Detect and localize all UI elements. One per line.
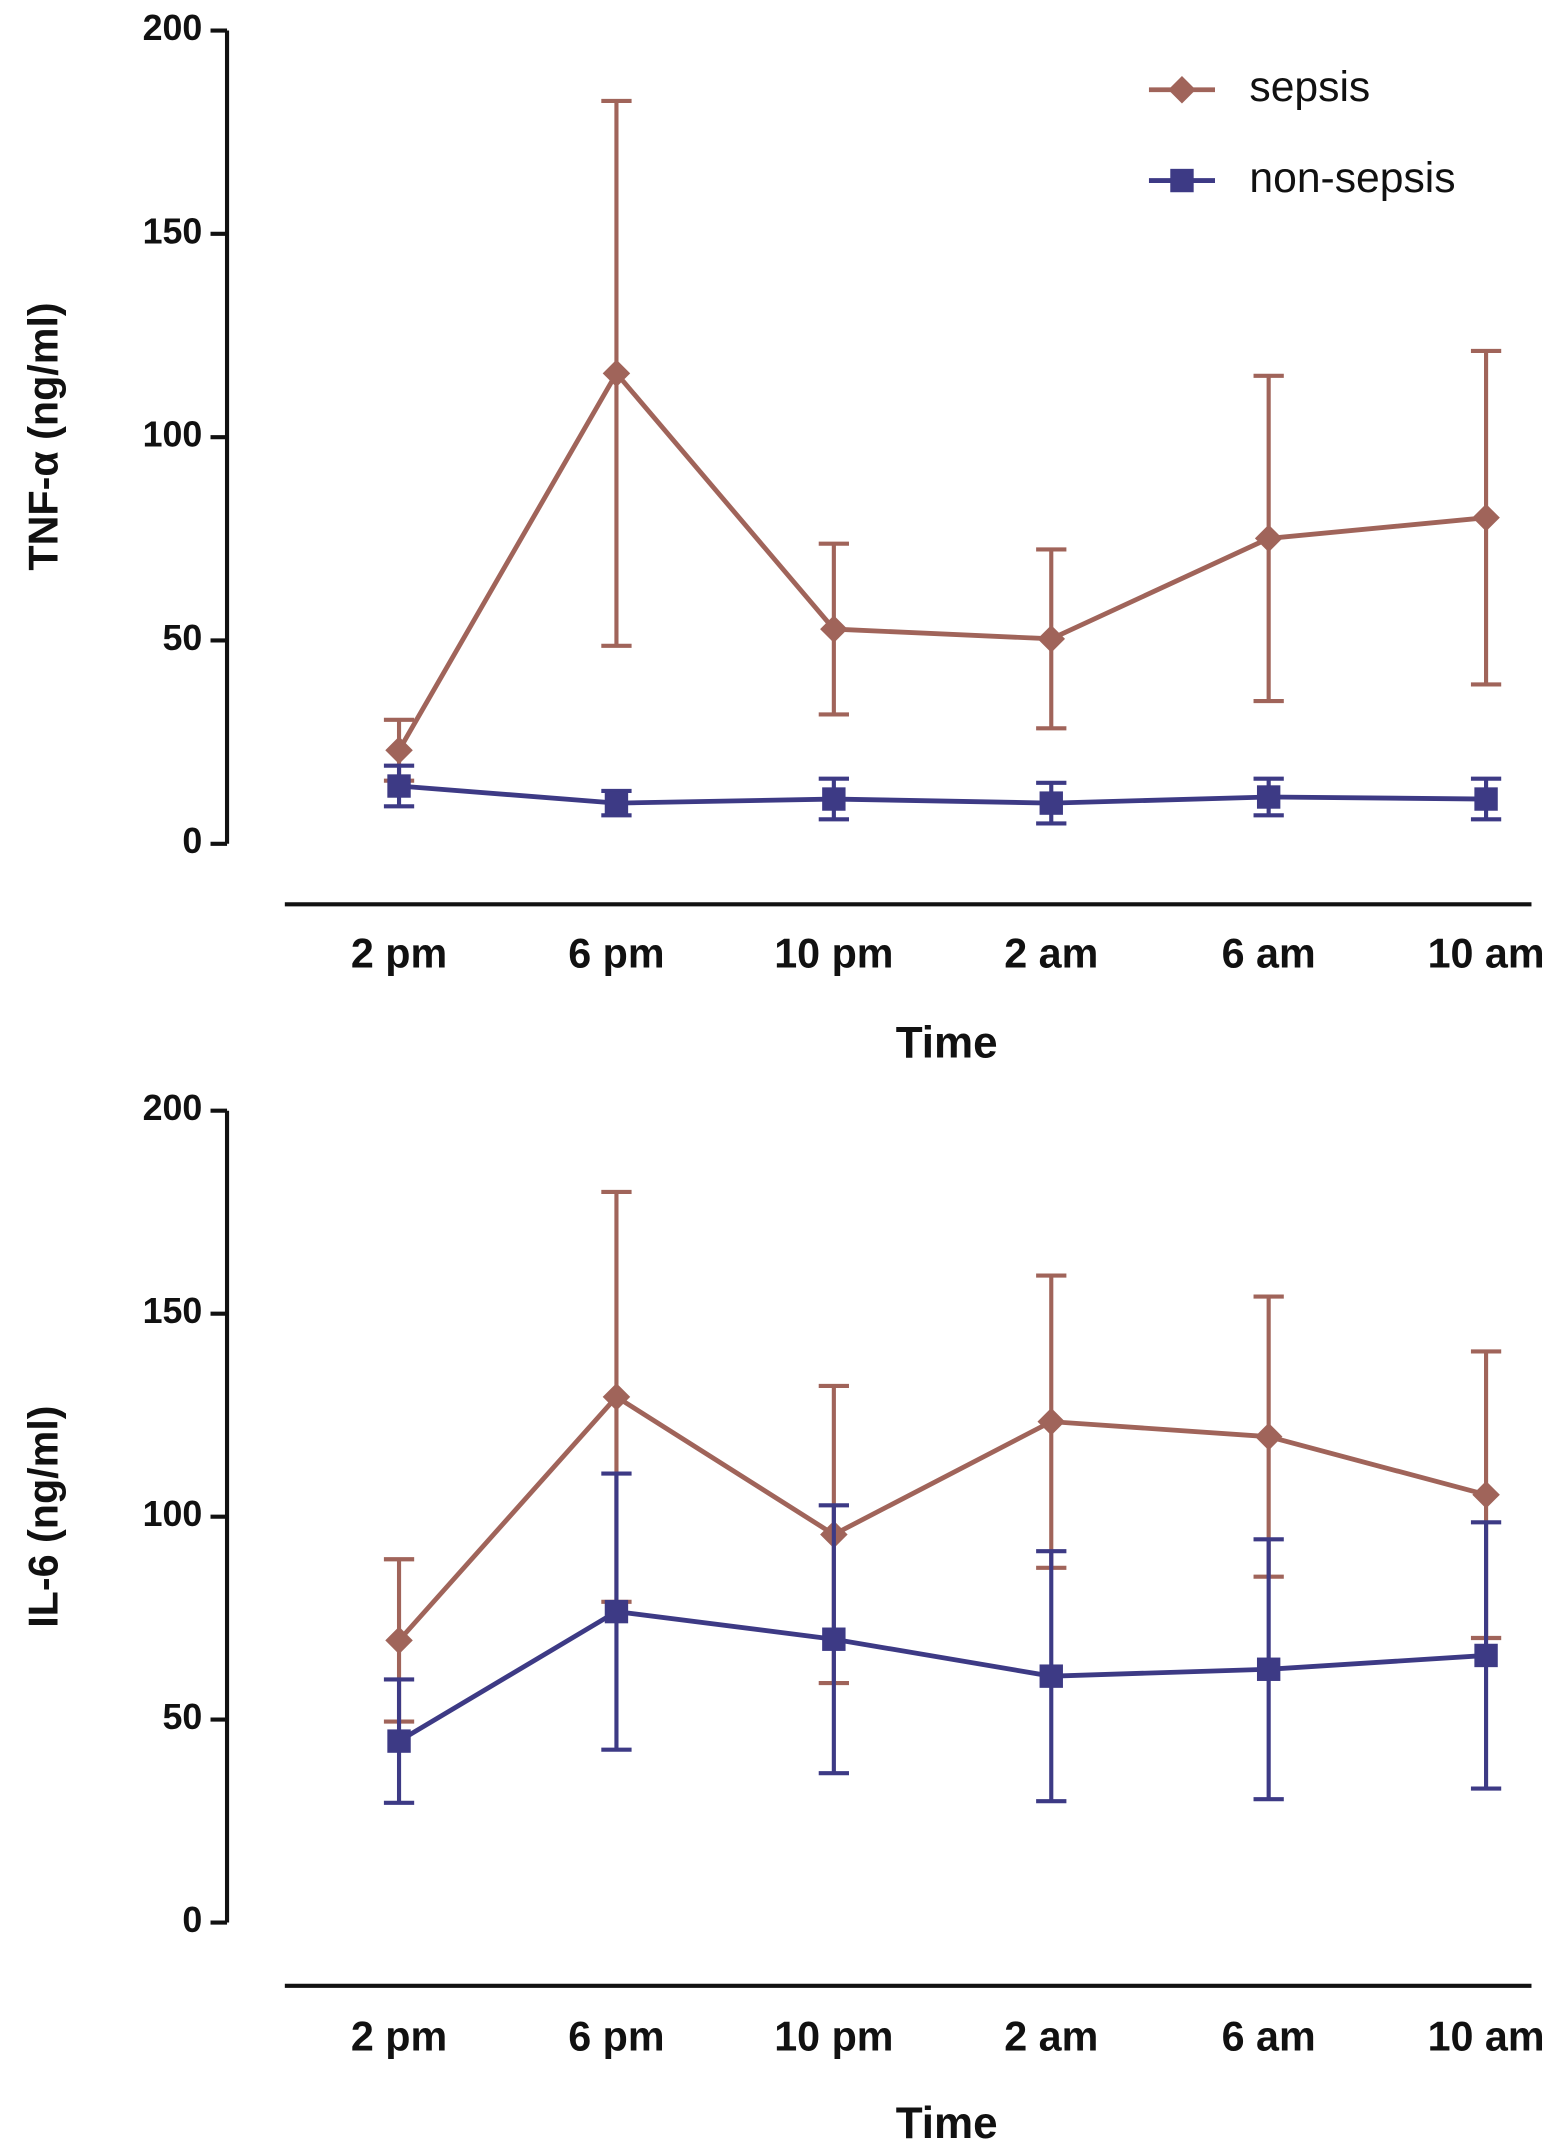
marker bbox=[1039, 791, 1063, 815]
marker bbox=[1168, 75, 1196, 104]
y-tick-label: 100 bbox=[143, 1494, 203, 1534]
y-tick-label: 150 bbox=[143, 211, 203, 251]
marker bbox=[1472, 503, 1500, 532]
series-line bbox=[397, 1609, 1487, 1744]
marker bbox=[1254, 524, 1283, 553]
marker bbox=[385, 1626, 413, 1655]
marker bbox=[1472, 1480, 1500, 1509]
x-tick-label: 2 am bbox=[1004, 2013, 1098, 2059]
y-axis-label: TNF-α (ng/ml) bbox=[21, 302, 67, 570]
marker bbox=[604, 791, 629, 815]
marker bbox=[1039, 1664, 1063, 1688]
marker bbox=[1170, 168, 1194, 193]
x-tick-label: 6 am bbox=[1222, 2013, 1316, 2059]
x-tick-label: 6 pm bbox=[568, 931, 664, 977]
y-tick-label: 0 bbox=[182, 1900, 202, 1940]
x-tick-label: 10 am bbox=[1428, 931, 1545, 977]
x-axis-label: Time bbox=[896, 2099, 998, 2148]
y-tick-label: 50 bbox=[162, 1697, 202, 1737]
marker bbox=[1256, 785, 1281, 809]
x-tick-label: 10 am bbox=[1428, 2013, 1545, 2059]
marker bbox=[1037, 1407, 1066, 1436]
y-tick-label: 50 bbox=[162, 618, 202, 658]
series-line bbox=[398, 783, 1487, 806]
x-tick-label: 6 am bbox=[1222, 931, 1316, 977]
y-tick-label: 0 bbox=[182, 821, 202, 861]
y-axis-label: IL-6 (ng/ml) bbox=[21, 1405, 67, 1627]
series-line bbox=[396, 369, 1487, 752]
x-tick-label: 10 pm bbox=[774, 931, 893, 977]
legend-label: sepsis bbox=[1249, 63, 1370, 111]
marker bbox=[1037, 625, 1066, 653]
marker bbox=[604, 1599, 629, 1624]
marker bbox=[387, 774, 411, 798]
marker bbox=[1254, 1422, 1283, 1451]
y-tick-label: 200 bbox=[143, 8, 203, 48]
x-tick-label: 2 am bbox=[1004, 931, 1098, 977]
y-tick-label: 100 bbox=[143, 415, 203, 455]
marker bbox=[385, 736, 413, 765]
series-line bbox=[397, 1393, 1487, 1643]
marker bbox=[822, 1627, 846, 1651]
x-tick-label: 10 pm bbox=[774, 2013, 893, 2059]
x-axis-label: Time bbox=[896, 1019, 998, 1068]
x-tick-label: 2 pm bbox=[351, 931, 447, 977]
marker bbox=[387, 1729, 411, 1753]
x-tick-label: 2 pm bbox=[351, 2013, 447, 2059]
y-tick-label: 200 bbox=[143, 1088, 203, 1128]
marker bbox=[1474, 1643, 1498, 1668]
marker bbox=[822, 787, 846, 811]
y-tick-label: 150 bbox=[143, 1291, 203, 1331]
marker bbox=[1256, 1657, 1281, 1681]
x-tick-label: 6 pm bbox=[568, 2013, 664, 2059]
legend-label: non-sepsis bbox=[1249, 154, 1455, 202]
marker bbox=[1474, 787, 1498, 811]
